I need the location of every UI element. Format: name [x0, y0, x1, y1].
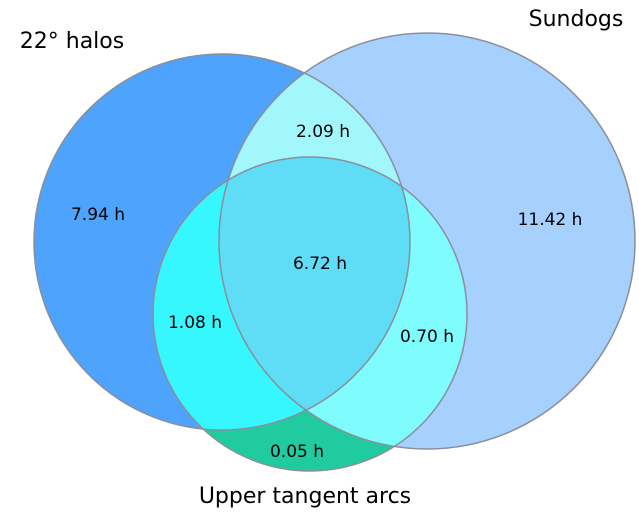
region-label: 0.05 h: [270, 442, 324, 462]
region-label: 6.72 h: [293, 254, 347, 274]
set-label: Upper tangent arcs: [199, 484, 411, 509]
region-label: 11.42 h: [518, 210, 583, 230]
set-outline: [152, 156, 468, 472]
region-label: 2.09 h: [296, 122, 350, 142]
region-label: 0.70 h: [400, 327, 454, 347]
set-label: 22° halos: [20, 29, 124, 54]
region-label: 7.94 h: [71, 205, 125, 225]
set-label: Sundogs: [529, 7, 624, 32]
set-outline: [33, 53, 411, 431]
region-label: 1.08 h: [168, 313, 222, 333]
set-outline: [218, 32, 636, 450]
